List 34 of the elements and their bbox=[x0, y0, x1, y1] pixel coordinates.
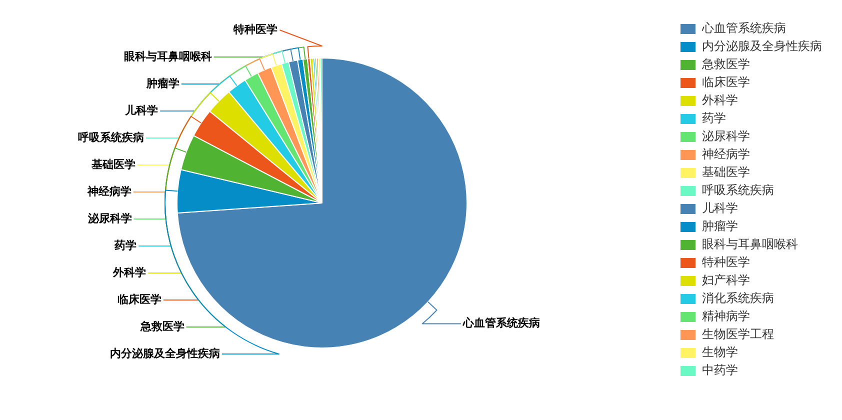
legend-label: 内分泌腺及全身性疾病 bbox=[702, 39, 822, 54]
slice-label: 心血管系统疾病 bbox=[462, 316, 540, 330]
slice-label: 泌尿科学 bbox=[86, 212, 132, 225]
legend-label: 急救医学 bbox=[701, 57, 750, 72]
legend-label: 特种医学 bbox=[702, 255, 750, 270]
slice-label: 眼科与耳鼻咽喉科 bbox=[124, 50, 212, 63]
legend-label: 基础医学 bbox=[702, 165, 750, 180]
slice-label: 肿瘤学 bbox=[145, 76, 180, 90]
slice-label: 内分泌腺及全身性疾病 bbox=[110, 346, 220, 360]
legend-label: 妇产科学 bbox=[702, 273, 750, 288]
legend-label: 精神病学 bbox=[702, 309, 750, 324]
legend-label: 神经病学 bbox=[702, 147, 750, 162]
slice-label: 急救医学 bbox=[139, 320, 184, 333]
legend-label: 呼吸系统疾病 bbox=[702, 183, 774, 198]
legend-label: 临床医学 bbox=[702, 75, 750, 90]
slice-label: 儿科学 bbox=[124, 104, 158, 117]
legend-label: 药学 bbox=[702, 111, 726, 126]
slice-label: 基础医学 bbox=[90, 158, 136, 171]
legend-label: 消化系统疾病 bbox=[702, 291, 774, 306]
slice-label: 临床医学 bbox=[117, 292, 162, 306]
slice-label: 神经病学 bbox=[86, 184, 132, 198]
legend-label: 中药学 bbox=[702, 363, 738, 378]
slice-label: 特种医学 bbox=[232, 22, 278, 36]
slice-label: 呼吸系统疾病 bbox=[78, 130, 144, 144]
legend-label: 生物医学工程 bbox=[702, 327, 774, 342]
legend-label: 外科学 bbox=[702, 93, 738, 108]
legend-label: 儿科学 bbox=[702, 201, 738, 216]
slice-label: 外科学 bbox=[112, 266, 146, 279]
legend-label: 肿瘤学 bbox=[702, 219, 738, 234]
legend-label: 心血管系统疾病 bbox=[701, 21, 786, 36]
slice-label: 药学 bbox=[114, 238, 137, 252]
legend-label: 泌尿科学 bbox=[702, 129, 750, 144]
legend-label: 生物学 bbox=[702, 345, 738, 360]
legend-label: 眼科与耳鼻咽喉科 bbox=[702, 237, 798, 252]
